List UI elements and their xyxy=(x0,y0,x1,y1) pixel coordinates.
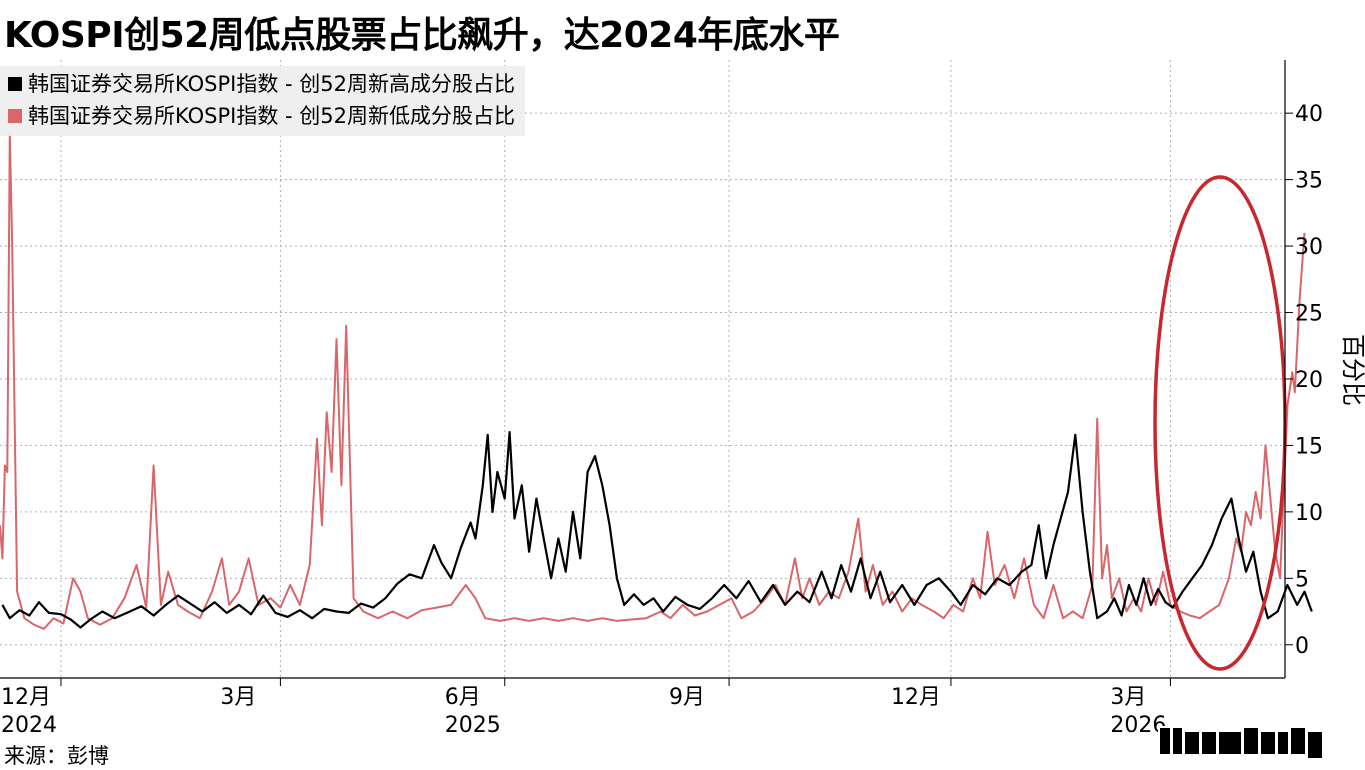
y-tick-label: 0 xyxy=(1295,634,1309,659)
x-tick-label: 12月 xyxy=(891,685,941,710)
legend-item-new-highs: 韩国证券交易所KOSPI指数 - 创52周新高成分股占比 xyxy=(8,68,515,100)
chart-legend: 韩国证券交易所KOSPI指数 - 创52周新高成分股占比 韩国证券交易所KOSP… xyxy=(0,66,525,136)
series-line-new-highs xyxy=(1,431,1313,629)
x-tick-label: 9月 xyxy=(669,685,705,710)
legend-item-new-lows: 韩国证券交易所KOSPI指数 - 创52周新低成分股占比 xyxy=(8,100,515,132)
legend-swatch-new-highs xyxy=(8,77,22,91)
x-tick-label: 12月 xyxy=(1,685,51,710)
highlight-ellipse xyxy=(1153,175,1287,671)
x-tick-label: 3月 xyxy=(1110,685,1146,710)
series-line-new-lows xyxy=(0,132,1306,630)
y-tick-label: 5 xyxy=(1295,567,1309,592)
legend-label-new-highs: 韩国证券交易所KOSPI指数 - 创52周新高成分股占比 xyxy=(28,72,515,96)
y-tick-label: 10 xyxy=(1295,501,1323,526)
x-tick-year-label: 2024 xyxy=(1,713,57,738)
y-axis-title: 百分比 xyxy=(1339,334,1365,406)
bloomberg-logo xyxy=(1158,726,1358,758)
legend-swatch-new-lows xyxy=(8,109,22,123)
x-tick-label: 3月 xyxy=(220,685,256,710)
y-tick-label: 15 xyxy=(1295,434,1323,459)
x-tick-year-label: 2026 xyxy=(1110,713,1166,738)
legend-label-new-lows: 韩国证券交易所KOSPI指数 - 创52周新低成分股占比 xyxy=(28,104,515,128)
y-tick-label: 40 xyxy=(1295,102,1323,127)
y-tick-label: 20 xyxy=(1295,368,1323,393)
source-note: 来源：彭博 xyxy=(4,744,109,768)
x-tick-year-label: 2025 xyxy=(445,713,501,738)
chart-title: KOSPI创52周低点股票占比飙升，达2024年底水平 xyxy=(4,15,840,56)
y-tick-label: 30 xyxy=(1295,235,1323,260)
y-tick-label: 35 xyxy=(1295,169,1323,194)
y-tick-label: 25 xyxy=(1295,302,1323,327)
x-tick-label: 6月 xyxy=(445,685,481,710)
